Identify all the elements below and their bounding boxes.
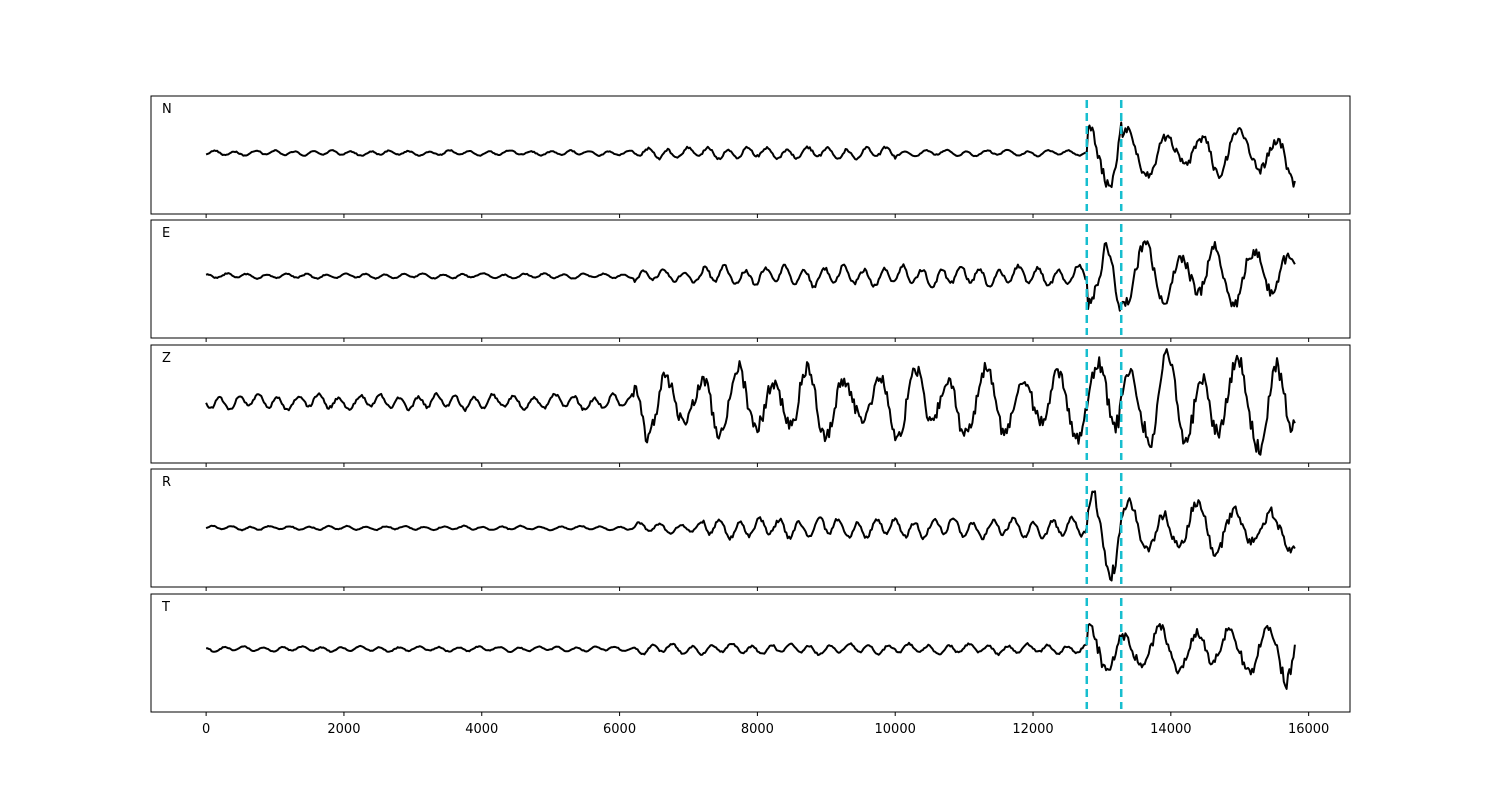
panel-label-r: R	[162, 475, 171, 490]
panel-frame	[150, 344, 1351, 464]
x-tick-label: 4000	[465, 722, 498, 737]
panel-frame	[150, 468, 1351, 588]
trace-z	[205, 348, 1296, 456]
panel-frame	[150, 219, 1351, 339]
trace-r	[205, 490, 1296, 582]
x-tick-label: 16000	[1288, 722, 1329, 737]
x-tick-label: 2000	[327, 722, 360, 737]
trace-n	[205, 121, 1296, 189]
panel-label-n: N	[162, 102, 172, 117]
panel-frame	[150, 593, 1351, 713]
x-tick-label: 14000	[1150, 722, 1191, 737]
panel-t: T	[150, 593, 1351, 716]
trace-e	[205, 240, 1296, 312]
panel-r: R	[150, 468, 1351, 591]
x-tick-label: 10000	[875, 722, 916, 737]
panel-label-t: T	[161, 600, 170, 615]
x-tick-label: 0	[202, 722, 210, 737]
x-axis: 0 2000 4000 6000 8000 10000 12000 14000 16000	[202, 722, 1329, 737]
trace-t	[206, 623, 1296, 690]
x-tick-label: 12000	[1012, 722, 1053, 737]
x-tick-label: 6000	[603, 722, 636, 737]
x-tick-label: 8000	[741, 722, 774, 737]
panels-group: N E Z R T	[150, 95, 1351, 716]
panel-e: E	[150, 219, 1351, 342]
panel-z: Z	[150, 344, 1351, 467]
panel-frame	[150, 95, 1351, 215]
panel-n: N	[150, 95, 1351, 218]
panel-label-z: Z	[162, 351, 171, 366]
panel-label-e: E	[162, 226, 170, 241]
